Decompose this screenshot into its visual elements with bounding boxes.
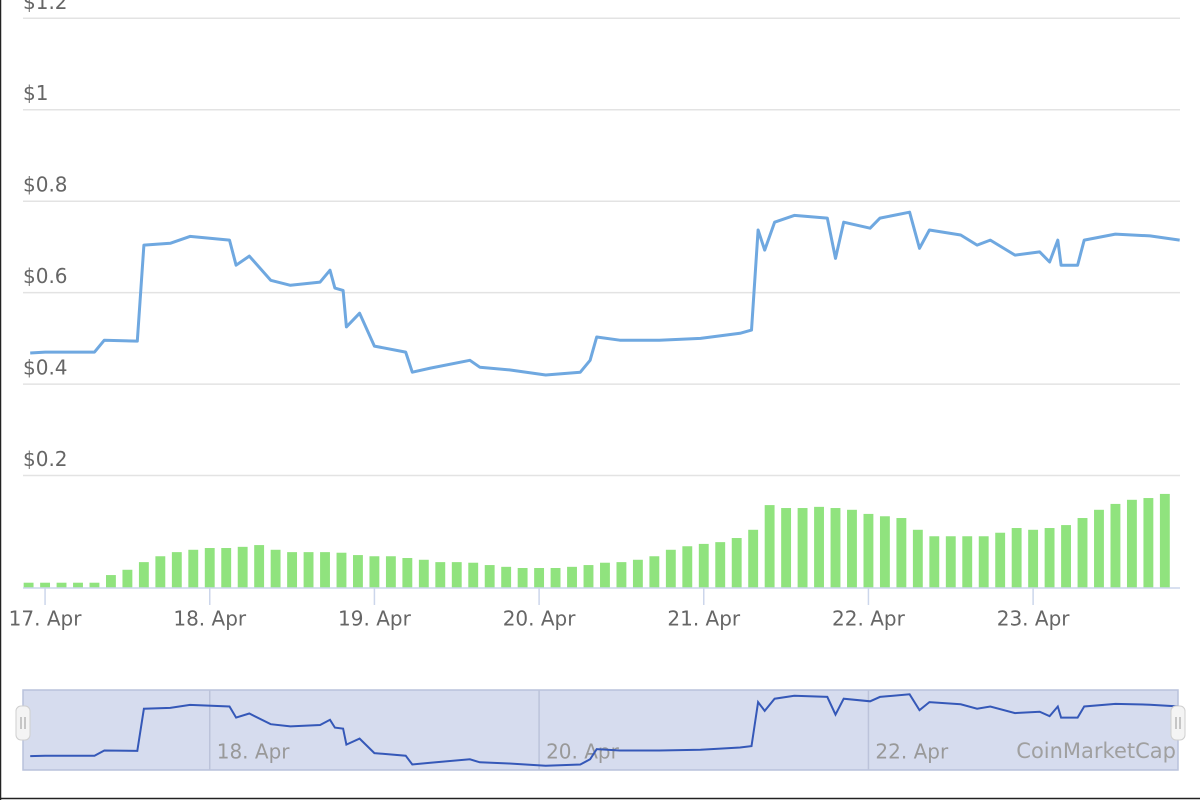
volume-bar <box>188 549 199 588</box>
volume-bar <box>1094 509 1104 588</box>
y-tick-label: $0.4 <box>23 356 68 380</box>
volume-bar <box>912 529 923 588</box>
volume-bar <box>863 513 874 588</box>
x-tick-label: 19. Apr <box>338 607 412 631</box>
volume-bar <box>1044 528 1055 588</box>
volume-bar <box>1011 528 1022 588</box>
volume-bar <box>171 552 182 588</box>
volume-bar <box>616 562 627 588</box>
volume-bar <box>715 542 726 588</box>
volume-bar <box>270 549 281 588</box>
volume-bar <box>1028 529 1039 588</box>
volume-bar <box>204 548 215 588</box>
volume-bar <box>665 549 676 588</box>
volume-bar <box>138 562 149 588</box>
volume-bar <box>353 555 363 588</box>
volume-bar <box>369 556 380 588</box>
volume-bar <box>1126 499 1137 588</box>
y-tick-label: $0.6 <box>23 264 68 288</box>
volume-bar <box>978 536 989 588</box>
volume-bar <box>155 556 166 588</box>
x-tick-label: 21. Apr <box>667 607 741 631</box>
volume-bar <box>303 552 314 588</box>
volume-bar <box>385 556 396 588</box>
volume-bar <box>435 562 446 588</box>
volume-bar <box>40 582 51 588</box>
x-tick-label: 22. Apr <box>832 607 906 631</box>
volume-bar <box>534 568 545 588</box>
volume-bar <box>830 508 841 588</box>
x-tick-label: 23. Apr <box>997 607 1071 631</box>
volume-bar <box>1110 503 1121 588</box>
volume-bar <box>320 552 330 588</box>
volume-bar <box>287 552 298 588</box>
volume-bar <box>56 582 67 588</box>
y-tick-label: $0.2 <box>23 447 68 471</box>
volume-bar <box>748 529 759 588</box>
volume-bar <box>451 562 462 588</box>
volume-bar <box>764 505 775 588</box>
volume-bar <box>995 532 1006 588</box>
navigator-line <box>30 693 1180 767</box>
volume-bar <box>1077 518 1088 588</box>
navigator-handle <box>1170 705 1186 741</box>
volume-bar <box>879 516 890 588</box>
volume-bar <box>402 558 413 588</box>
volume-bar <box>89 582 100 588</box>
volume-bar <box>682 546 693 588</box>
volume-bar <box>781 508 792 588</box>
volume-bar <box>105 575 116 588</box>
volume-bar <box>698 543 709 588</box>
navigator-tick-label: 22. Apr <box>875 740 949 764</box>
navigator-handle <box>15 705 31 741</box>
navigator-tick-label: 20. Apr <box>546 740 620 764</box>
volume-bar <box>600 562 610 588</box>
volume-bar <box>517 568 528 588</box>
volume-bar <box>484 565 495 588</box>
volume-bar <box>336 552 347 588</box>
y-tick-label: $0.8 <box>23 173 68 197</box>
volume-bar <box>583 565 594 588</box>
plot: $0.2 $0.4 $0.6 $0.8 $1 $1.2 17. Apr 18. Apr 19. … <box>9 0 1186 771</box>
y-tick-label: $1.2 <box>23 0 68 14</box>
volume-bar <box>567 566 577 588</box>
volume-bar <box>254 545 265 588</box>
x-tick-label: 18. Apr <box>173 607 247 631</box>
volume-bar <box>797 508 808 588</box>
navigator-tick-label: 18. Apr <box>217 740 291 764</box>
x-tick-label: 17. Apr <box>9 607 83 631</box>
volume-bar <box>945 536 956 588</box>
navigator-mask <box>22 689 1179 771</box>
volume-bar <box>1143 498 1154 588</box>
volume-bar <box>418 559 429 588</box>
price-line <box>30 210 1180 377</box>
volume-bar <box>1061 525 1071 588</box>
volume-bar <box>929 536 940 588</box>
volume-bar <box>962 536 973 588</box>
volume-bar <box>550 568 561 588</box>
volume-bar <box>221 548 232 588</box>
volume-bar <box>468 562 479 588</box>
x-tick-label: 20. Apr <box>503 607 577 631</box>
volume-bar <box>731 538 742 588</box>
volume-bar <box>814 506 824 588</box>
volume-bar <box>501 566 512 588</box>
volume-bar <box>649 556 660 588</box>
volume-bar <box>847 509 857 588</box>
volume-bar <box>1159 493 1170 588</box>
volume-bar <box>122 569 133 588</box>
volume-bar <box>23 582 34 588</box>
volume-bar <box>237 546 248 588</box>
y-tick-label: $1 <box>23 81 48 105</box>
volume-bar <box>632 559 643 588</box>
watermark: CoinMarketCap <box>1016 739 1176 763</box>
volume-bar <box>896 518 907 588</box>
volume-bar <box>73 582 83 588</box>
